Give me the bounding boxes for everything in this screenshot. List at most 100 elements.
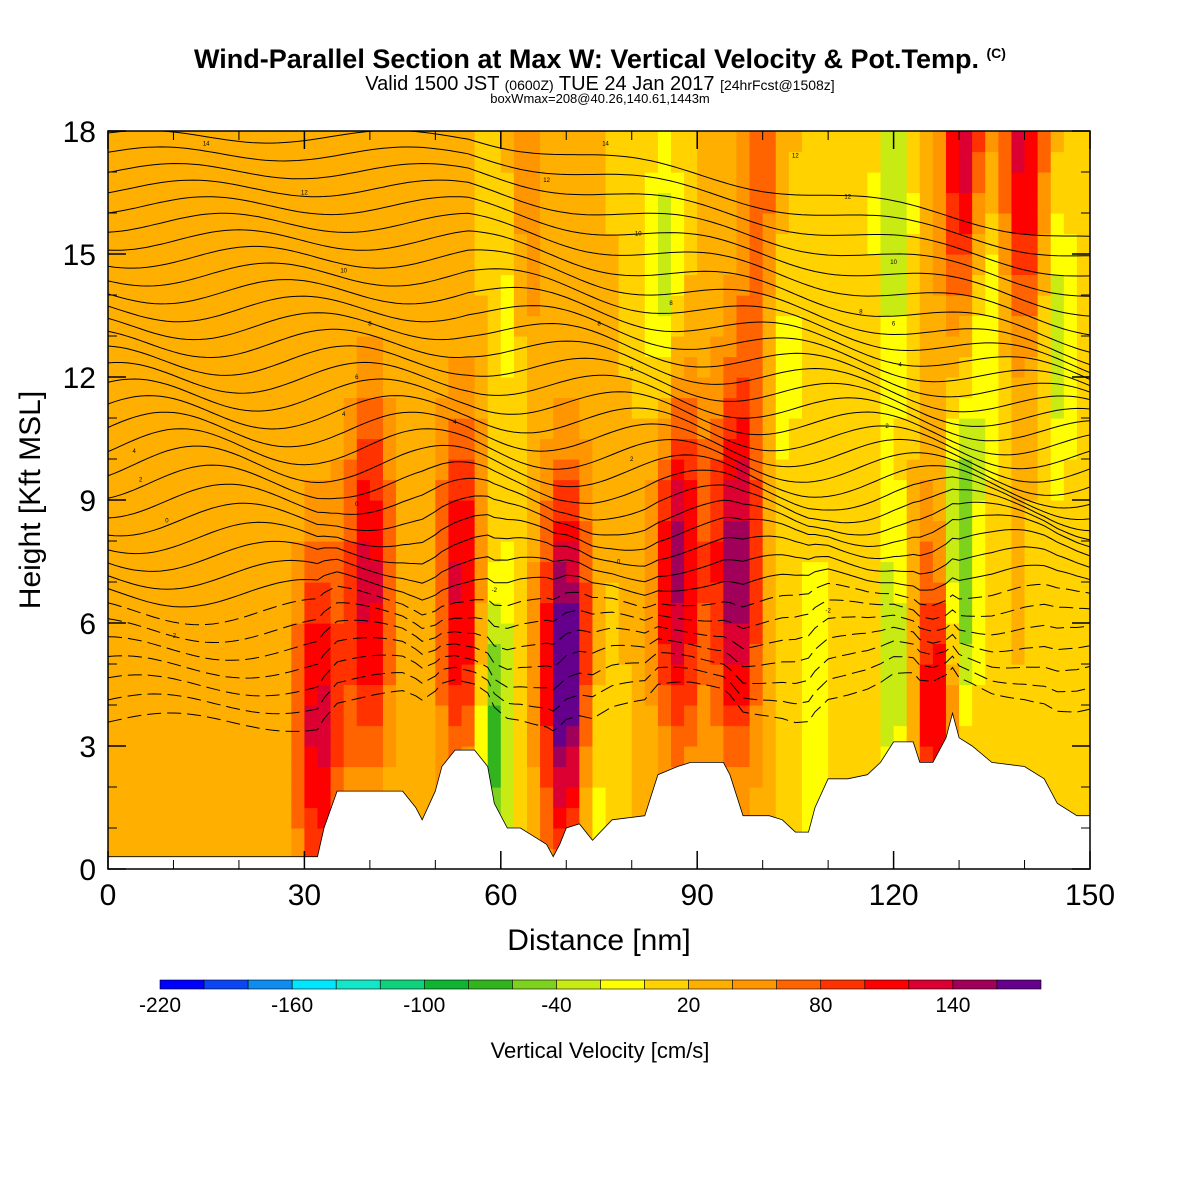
velocity-cell [998,725,1013,747]
velocity-cell [801,787,816,809]
velocity-cell [186,377,201,399]
velocity-cell [553,500,567,522]
velocity-cell [461,356,476,378]
velocity-cell [474,274,489,296]
velocity-cell [684,479,698,501]
velocity-cell [291,582,305,604]
velocity-cell [553,213,567,235]
velocity-cell [657,151,672,173]
velocity-cell [369,397,384,419]
velocity-cell [513,705,528,727]
velocity-cell [723,623,738,645]
velocity-cell [749,623,764,645]
velocity-cell [317,377,332,399]
velocity-cell [409,274,423,296]
velocity-cell [631,643,646,665]
velocity-cell [631,520,646,542]
velocity-cell [540,172,554,194]
velocity-cell [592,582,607,604]
velocity-cell [448,397,463,419]
y-tick-label: 15 [63,239,96,272]
velocity-cell [278,787,292,809]
velocity-cell [435,582,450,604]
velocity-cell [631,582,646,604]
velocity-cell [238,336,253,358]
velocity-cell [343,725,358,747]
velocity-cell [422,643,436,665]
velocity-cell [775,131,790,153]
velocity-cell [867,397,882,419]
velocity-cell [736,131,751,153]
velocity-cell [1011,520,1026,542]
velocity-cell [1063,274,1078,296]
velocity-cell [1050,684,1065,706]
velocity-cell [422,623,436,645]
velocity-cell [579,602,594,624]
velocity-cell [880,315,895,337]
velocity-cell [382,233,397,255]
velocity-cell [317,684,332,706]
velocity-cell [605,520,620,542]
velocity-cell [500,274,515,296]
velocity-cell [317,541,332,563]
velocity-cell [893,602,908,624]
colorbar-label: Vertical Velocity [cm/s] [491,1038,710,1063]
velocity-cell [749,787,764,809]
velocity-cell [291,541,305,563]
velocity-cell [108,192,122,214]
velocity-cell [644,705,659,727]
velocity-cell [815,725,829,747]
velocity-cell [278,541,292,563]
velocity-cell [461,315,476,337]
velocity-cell [265,500,279,522]
velocity-cell [736,479,751,501]
velocity-cell [435,520,450,542]
velocity-cell [736,151,751,173]
velocity-cell [199,602,214,624]
theta-contour-label: 12 [844,195,851,201]
velocity-cell [278,438,292,460]
velocity-cell [435,356,450,378]
velocity-cell [121,807,135,829]
velocity-cell [448,295,463,317]
velocity-cell [828,664,842,686]
velocity-cell [579,377,594,399]
velocity-cell [382,254,397,276]
velocity-cell [867,418,882,440]
velocity-cell [893,336,908,358]
velocity-cell [291,623,305,645]
velocity-cell [893,684,908,706]
velocity-cell [985,274,999,296]
velocity-cell [186,131,201,153]
velocity-cell [160,705,175,727]
velocity-cell [710,295,724,317]
velocity-cell [972,602,986,624]
velocity-cell [212,192,227,214]
velocity-cell [710,131,724,153]
velocity-cell [906,520,921,542]
velocity-cell [304,192,319,214]
velocity-cell [304,705,319,727]
velocity-cell [906,315,921,337]
velocity-cell [317,233,332,255]
velocity-cell [579,520,594,542]
velocity-cell [684,315,698,337]
velocity-cell [854,479,869,501]
velocity-cell [317,664,332,686]
velocity-cell [474,582,489,604]
velocity-cell [828,377,842,399]
velocity-cell [487,254,502,276]
velocity-cell [1050,377,1065,399]
x-tick-label: 60 [484,879,517,912]
velocity-cell [945,377,960,399]
velocity-cell [173,520,188,542]
velocity-cell [919,254,934,276]
velocity-cell [775,336,790,358]
velocity-cell [238,705,253,727]
velocity-cell [225,664,240,686]
velocity-cell [828,725,842,747]
velocity-cell [762,541,777,563]
velocity-cell [1076,582,1090,604]
colorbar-segment [247,979,293,990]
velocity-cell [788,582,803,604]
